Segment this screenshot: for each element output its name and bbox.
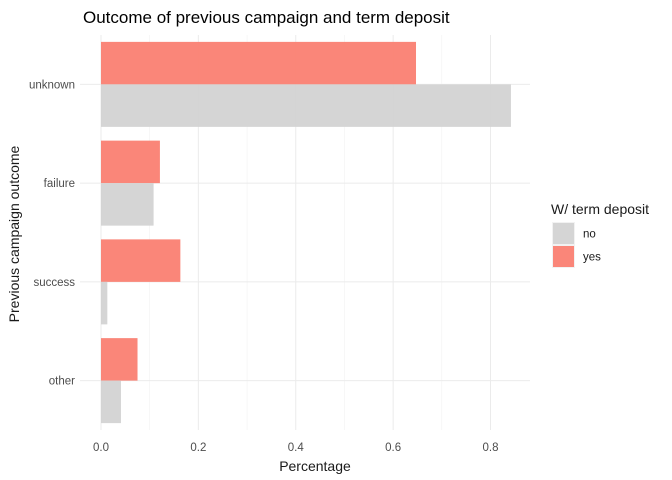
y-tick-labels: unknown failure success other xyxy=(29,79,75,387)
bar-no-other xyxy=(101,380,121,424)
chart-title: Outcome of previous campaign and term de… xyxy=(83,8,450,27)
y-axis-title: Previous campaign outcome xyxy=(6,145,22,322)
x-tick-label: 0.8 xyxy=(483,442,499,454)
bar-yes-unknown xyxy=(101,41,417,85)
legend-title: W/ term deposit xyxy=(551,201,649,217)
x-tick-label: 0.2 xyxy=(190,442,206,454)
legend-swatch-no xyxy=(553,223,574,244)
y-tick-label: other xyxy=(49,376,75,388)
bar-no-unknown xyxy=(101,84,511,127)
x-tick-label: 0.6 xyxy=(385,442,401,454)
legend: W/ term deposit no yes xyxy=(551,201,649,268)
bar-yes-success xyxy=(101,239,181,282)
x-tick-labels: 0.0 0.2 0.4 0.6 0.8 xyxy=(93,442,499,454)
x-tick-label: 0.0 xyxy=(93,442,109,454)
y-tick-label: unknown xyxy=(29,79,75,91)
x-tick-label: 0.4 xyxy=(288,442,305,454)
legend-label-no: no xyxy=(583,229,596,241)
bar-no-failure xyxy=(101,183,154,226)
bar-no-success xyxy=(101,281,108,325)
x-axis-title: Percentage xyxy=(279,458,351,474)
y-tick-label: success xyxy=(33,277,75,289)
legend-label-yes: yes xyxy=(583,252,601,264)
bar-yes-failure xyxy=(101,140,160,184)
bar-yes-other xyxy=(101,338,138,381)
y-tick-label: failure xyxy=(44,178,75,190)
legend-swatch-yes xyxy=(553,246,574,267)
bars xyxy=(101,41,511,424)
